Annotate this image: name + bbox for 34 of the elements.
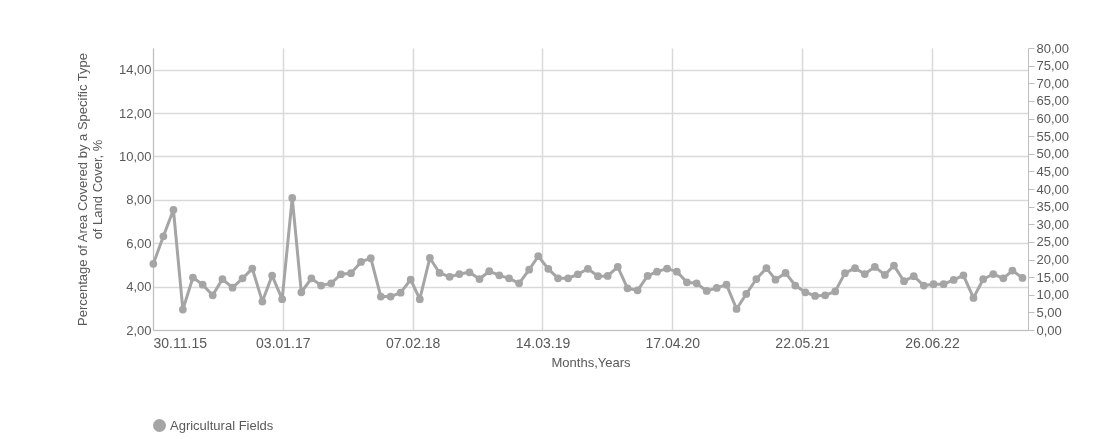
y-tick-label: 4,00 xyxy=(126,279,152,295)
y2-tick-label: 70,00 xyxy=(1036,75,1070,91)
y-axis-title: Percentage of Area Covered by a Specific Type of Land Cover, % xyxy=(74,53,105,326)
y-tick-label: 12,00 xyxy=(118,105,152,121)
y-tick-label: 8,00 xyxy=(126,192,152,208)
y-tick-label: 6,00 xyxy=(126,235,152,251)
y2-tick-label: 20,00 xyxy=(1036,252,1070,267)
legend-label: Agricultural Fields xyxy=(170,417,274,433)
y2-tick-label: 10,00 xyxy=(1036,287,1070,303)
x-tick-label: 17.04.20 xyxy=(645,334,701,351)
y2-tick-label: 60,00 xyxy=(1036,111,1070,126)
y2-tick-label: 40,00 xyxy=(1036,181,1070,197)
y2-tick-label: 65,00 xyxy=(1036,93,1070,109)
y-tick-label: 2,00 xyxy=(126,322,152,338)
x-tick-label: 26.06.22 xyxy=(905,334,960,351)
x-tick-label: 03.01.17 xyxy=(256,334,311,351)
y-tick-label: 10,00 xyxy=(118,148,152,164)
x-axis-title: Months,Years xyxy=(551,354,631,370)
x-tick-label: 07.02.18 xyxy=(385,334,441,351)
y2-tick-label: 50,00 xyxy=(1036,146,1070,162)
y2-tick-label: 30,00 xyxy=(1036,216,1070,232)
x-tick-label: 22.05.21 xyxy=(775,334,831,351)
y2-tick-label: 55,00 xyxy=(1036,128,1070,144)
y2-tick-label: 75,00 xyxy=(1036,58,1070,74)
y-tick-label: 14,00 xyxy=(118,62,152,78)
x-tick-label: 14.03.19 xyxy=(515,334,571,351)
y2-tick-label: 15,00 xyxy=(1036,269,1070,285)
y2-tick-label: 80,00 xyxy=(1036,40,1070,56)
y2-tick-label: 35,00 xyxy=(1036,199,1070,215)
y2-tick-label: 45,00 xyxy=(1036,163,1070,179)
x-tick-label: 30.11.15 xyxy=(153,334,208,351)
y2-tick-label: 5,00 xyxy=(1036,304,1062,320)
y2-tick-label: 25,00 xyxy=(1036,234,1070,250)
y2-tick-label: 0,00 xyxy=(1036,322,1062,338)
